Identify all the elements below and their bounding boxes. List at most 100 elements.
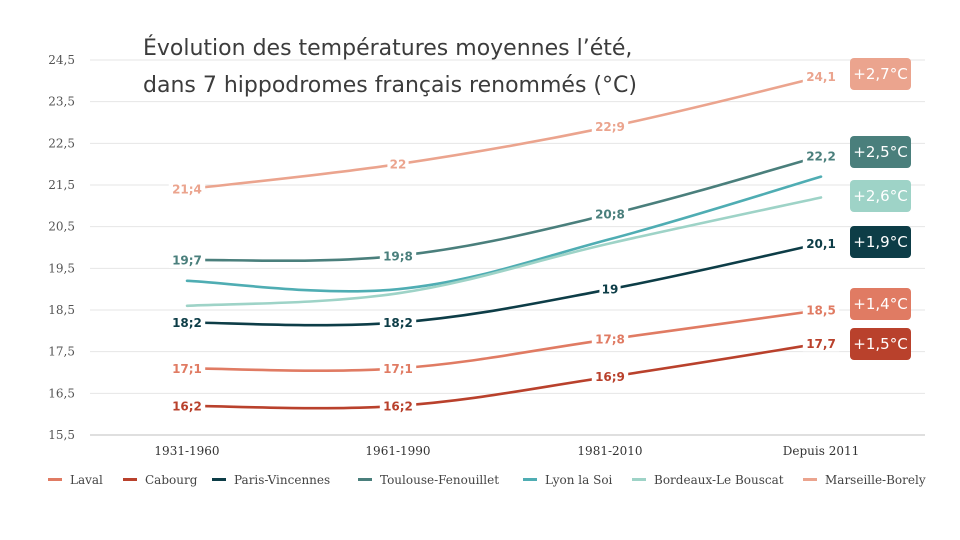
data-label-bg bbox=[591, 118, 629, 135]
y-tick-label: 16,5 bbox=[48, 386, 75, 400]
badge-bg bbox=[850, 180, 911, 212]
data-label-bg bbox=[379, 247, 417, 264]
badge-bg bbox=[850, 58, 911, 90]
data-label: 18;2 bbox=[172, 316, 202, 330]
series-line-marseille-borely bbox=[185, 75, 823, 191]
data-label-bg bbox=[802, 147, 840, 164]
badge-label: +2,7°C bbox=[853, 65, 907, 83]
y-axis: 15,5 16,5 17,5 18,5 19,5 20,5 21,5 22,5 23,5 24,5 bbox=[48, 53, 75, 442]
y-tick-label: 24,5 bbox=[48, 53, 75, 67]
y-tick-label: 20,5 bbox=[48, 220, 75, 234]
data-label-bg bbox=[379, 360, 417, 377]
badge-bg bbox=[850, 288, 911, 320]
x-axis: 1931-1960 1961-1990 1981-2010 Depuis 2011 bbox=[154, 444, 859, 458]
data-label: 16;2 bbox=[383, 399, 413, 413]
data-label-bg bbox=[379, 314, 417, 331]
change-badges: +1,4°C +1,5°C +1,9°C +2,5°C +2,6°C +2,7°C bbox=[850, 58, 911, 360]
x-tick-label: Depuis 2011 bbox=[783, 444, 859, 458]
data-label-bg bbox=[168, 181, 206, 198]
x-tick-label: 1981-2010 bbox=[577, 444, 642, 458]
legend-item: Lyon la Soi bbox=[523, 473, 613, 487]
change-badge-toulouse-fenouillet: +2,5°C bbox=[850, 136, 911, 168]
legend-item: Laval bbox=[48, 473, 103, 487]
change-badge-laval: +1,4°C bbox=[850, 288, 911, 320]
data-label: 20;8 bbox=[595, 208, 625, 222]
y-tick-label: 18,5 bbox=[48, 303, 75, 317]
data-label: 16;9 bbox=[595, 370, 625, 384]
badge-bg bbox=[850, 328, 911, 360]
data-label: 17;1 bbox=[383, 362, 413, 376]
data-label: 17,7 bbox=[806, 337, 836, 351]
data-label-bg bbox=[168, 360, 206, 377]
legend: Laval Cabourg Paris-Vincennes Toulouse-Feno… bbox=[48, 473, 926, 487]
series-line-cabourg bbox=[185, 342, 823, 410]
data-label: 17;8 bbox=[595, 333, 625, 347]
legend-swatch bbox=[48, 478, 62, 481]
x-tick-label: 1931-1960 bbox=[154, 444, 219, 458]
badge-label: +1,4°C bbox=[853, 295, 907, 313]
legend-swatch bbox=[523, 478, 537, 481]
data-labels: 17;1 17;1 17;8 18,5 16;2 16;2 16;9 17,7 18;2 18;2… bbox=[168, 68, 840, 414]
data-label: 19;8 bbox=[383, 249, 413, 263]
series-line-bordeaux-le-bouscat bbox=[185, 196, 823, 308]
title-line-1: Évolution des températures moyennes l’ét… bbox=[143, 35, 632, 61]
legend-item: Paris-Vincennes bbox=[212, 473, 330, 487]
badge-bg bbox=[850, 226, 911, 258]
change-badge-paris-vincennes: +1,9°C bbox=[850, 226, 911, 258]
y-tick-label: 17,5 bbox=[48, 345, 75, 359]
legend-swatch bbox=[123, 478, 137, 481]
legend-label: Laval bbox=[70, 473, 103, 487]
data-label: 17;1 bbox=[172, 362, 202, 376]
data-label: 22,2 bbox=[806, 149, 836, 163]
legend-label: Bordeaux-Le Bouscat bbox=[654, 473, 784, 487]
data-label: 21;4 bbox=[172, 183, 202, 197]
data-label: 18;2 bbox=[383, 316, 413, 330]
data-label-bg bbox=[387, 156, 409, 173]
legend-item: Cabourg bbox=[123, 473, 198, 487]
legend-swatch bbox=[803, 478, 817, 481]
data-label-bg bbox=[591, 368, 629, 385]
data-label: 20,1 bbox=[806, 237, 836, 251]
data-label-bg bbox=[591, 331, 629, 348]
legend-label: Marseille-Borely bbox=[825, 473, 926, 487]
x-tick-label: 1961-1990 bbox=[365, 444, 430, 458]
data-label: 24,1 bbox=[806, 70, 836, 84]
change-badge-marseille-borely: +2,7°C bbox=[850, 58, 911, 90]
data-label-bg bbox=[802, 302, 840, 318]
legend-item: Bordeaux-Le Bouscat bbox=[632, 473, 784, 487]
series-line-toulouse-fenouillet bbox=[185, 154, 823, 263]
badge-bg bbox=[850, 136, 911, 168]
chart-title: Évolution des températures moyennes l’ét… bbox=[143, 35, 637, 98]
data-label-bg bbox=[802, 68, 840, 85]
badge-label: +2,6°C bbox=[853, 187, 907, 205]
data-label-bg bbox=[599, 281, 621, 298]
data-label: 16;2 bbox=[172, 399, 202, 413]
legend-swatch bbox=[632, 478, 646, 481]
y-tick-label: 23,5 bbox=[48, 95, 75, 109]
data-label: 18,5 bbox=[806, 304, 836, 318]
series-lines bbox=[185, 75, 823, 410]
legend-label: Lyon la Soi bbox=[545, 473, 613, 487]
legend-label: Paris-Vincennes bbox=[234, 473, 330, 487]
data-label: 19 bbox=[602, 283, 619, 297]
y-tick-label: 22,5 bbox=[48, 136, 75, 150]
data-label-bg bbox=[168, 397, 206, 414]
series-line-laval bbox=[185, 308, 823, 372]
y-tick-label: 15,5 bbox=[48, 428, 75, 442]
badge-label: +1,5°C bbox=[853, 335, 907, 353]
y-tick-label: 19,5 bbox=[48, 261, 75, 275]
data-label-bg bbox=[591, 206, 629, 223]
title-line-2: dans 7 hippodromes français renommés (°C… bbox=[143, 73, 637, 98]
data-label-bg bbox=[379, 397, 417, 414]
y-tick-label: 21,5 bbox=[48, 178, 75, 192]
legend-item: Marseille-Borely bbox=[803, 473, 926, 487]
legend-label: Toulouse-Fenouillet bbox=[380, 473, 499, 487]
data-label-bg bbox=[168, 314, 206, 331]
change-badge-cabourg: +1,5°C bbox=[850, 328, 911, 360]
badge-label: +2,5°C bbox=[853, 143, 907, 161]
legend-item: Toulouse-Fenouillet bbox=[358, 473, 499, 487]
legend-label: Cabourg bbox=[145, 473, 198, 487]
data-label: 22 bbox=[390, 158, 407, 172]
data-label: 22;9 bbox=[595, 120, 625, 134]
